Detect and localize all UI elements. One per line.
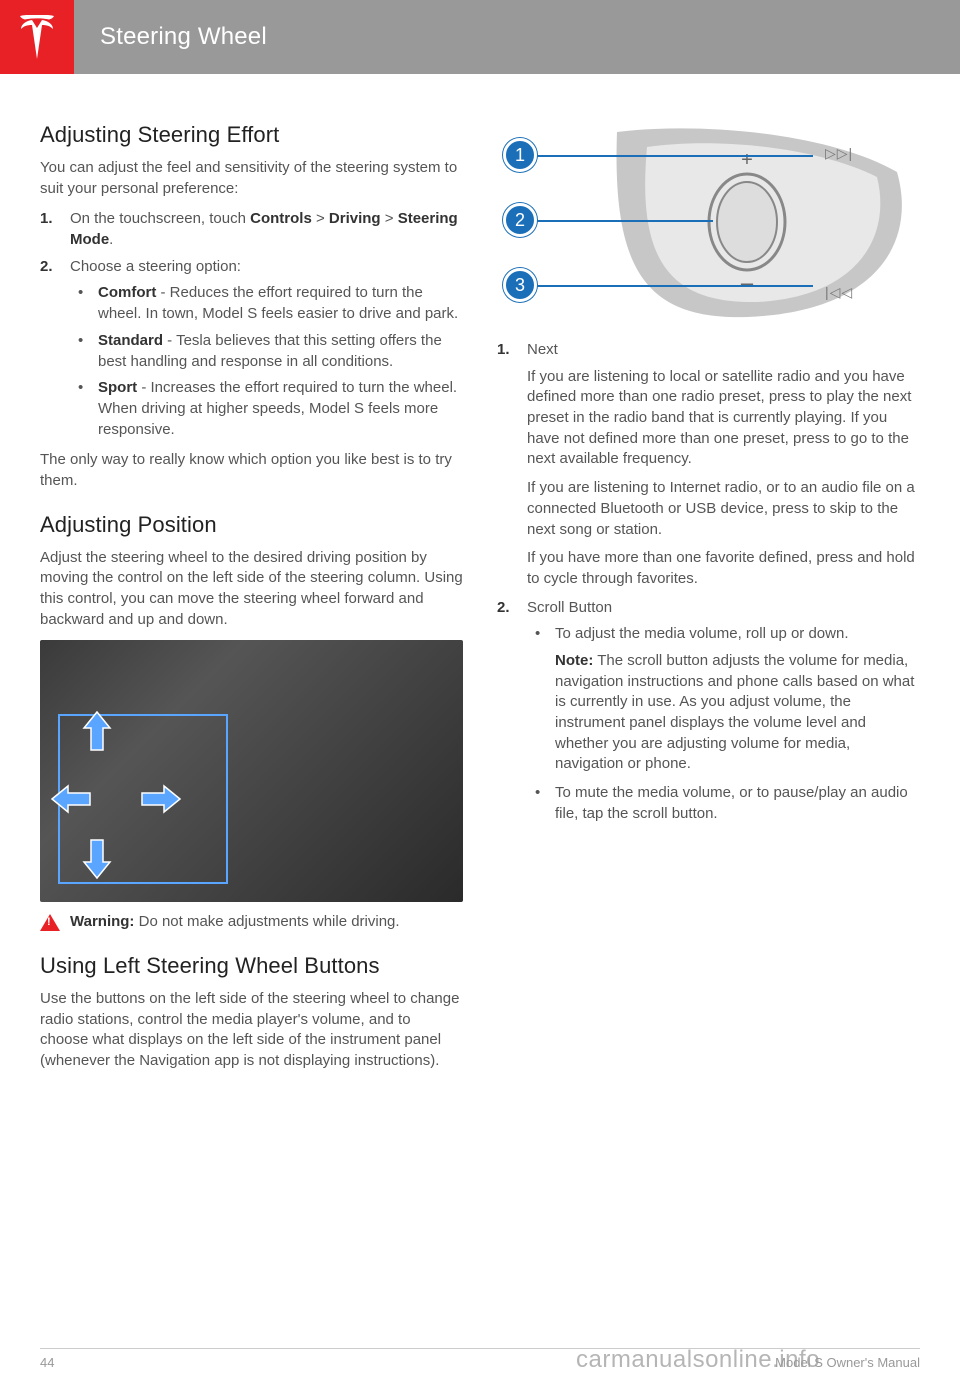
svg-text:–: – <box>741 270 754 295</box>
callout-3: 3 <box>503 268 537 302</box>
option-sport: Sport - Increases the effort required to… <box>70 378 463 440</box>
scroll-bullet-2: To mute the media volume, or to pause/pl… <box>527 783 920 824</box>
option-standard: Standard - Tesla believes that this sett… <box>70 331 463 372</box>
button-diagram: + – ▷▷| |◁◁ 1 2 3 <box>497 122 920 322</box>
effort-step-1: 1. On the touchscreen, touch Controls > … <box>40 209 463 250</box>
heading-adjusting-position: Adjusting Position <box>40 512 463 538</box>
right-column: + – ▷▷| |◁◁ 1 2 3 1. Next If you are lis… <box>497 122 920 1082</box>
position-body: Adjust the steering wheel to the desired… <box>40 548 463 631</box>
item-scroll: 2. Scroll Button To adjust the media vol… <box>497 598 920 825</box>
heading-adjusting-effort: Adjusting Steering Effort <box>40 122 463 148</box>
option-comfort: Comfort - Reduces the effort required to… <box>70 283 463 324</box>
effort-outro: The only way to really know which option… <box>40 450 463 491</box>
arrow-right-icon <box>138 782 182 816</box>
diagram-svg: + – ▷▷| |◁◁ <box>497 122 920 322</box>
warning-row: Warning: Do not make adjustments while d… <box>40 912 463 933</box>
callout-line-3 <box>533 285 813 287</box>
warning-icon <box>40 914 60 931</box>
arrow-down-icon <box>80 836 114 880</box>
callout-1: 1 <box>503 138 537 172</box>
effort-intro: You can adjust the feel and sensitivity … <box>40 158 463 199</box>
tesla-t-icon <box>15 15 59 59</box>
callout-line-2 <box>533 220 713 222</box>
svg-text:+: + <box>741 149 753 171</box>
scroll-bullets: To adjust the media volume, roll up or d… <box>527 624 920 824</box>
heading-left-buttons: Using Left Steering Wheel Buttons <box>40 953 463 979</box>
arrow-up-icon <box>80 710 114 754</box>
svg-text:|◁◁: |◁◁ <box>825 284 853 300</box>
item-next: 1. Next If you are listening to local or… <box>497 340 920 590</box>
effort-steps: 1. On the touchscreen, touch Controls > … <box>40 209 463 440</box>
page-number: 44 <box>40 1355 54 1370</box>
doc-title: Model S Owner's Manual <box>775 1355 920 1370</box>
steering-column-figure <box>40 640 463 902</box>
page-header: Steering Wheel <box>0 0 960 74</box>
steering-options: Comfort - Reduces the effort required to… <box>70 283 463 440</box>
effort-step-2: 2. Choose a steering option: Comfort - R… <box>40 257 463 441</box>
left-buttons-body: Use the buttons on the left side of the … <box>40 989 463 1072</box>
arrow-left-icon <box>50 782 94 816</box>
scroll-bullet-1: To adjust the media volume, roll up or d… <box>527 624 920 775</box>
page-body: Adjusting Steering Effort You can adjust… <box>0 74 960 1082</box>
left-column: Adjusting Steering Effort You can adjust… <box>40 122 463 1082</box>
svg-text:▷▷|: ▷▷| <box>825 145 853 161</box>
button-explanations: 1. Next If you are listening to local or… <box>497 340 920 824</box>
page-footer: 44 Model S Owner's Manual <box>40 1348 920 1370</box>
page-title: Steering Wheel <box>74 0 267 74</box>
tesla-logo <box>0 0 74 74</box>
callout-line-1 <box>533 155 813 157</box>
callout-2: 2 <box>503 203 537 237</box>
